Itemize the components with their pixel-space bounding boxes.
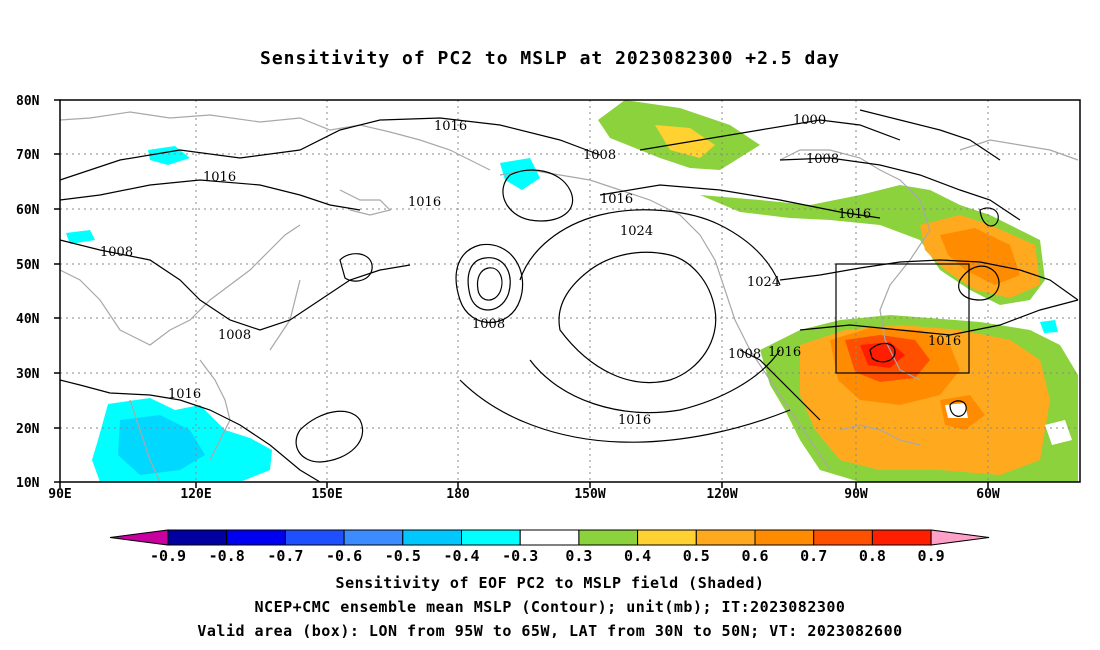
- lon-label: 120E: [180, 487, 211, 502]
- lat-label: 50N: [16, 258, 40, 273]
- colorbar-over-triangle: [930, 529, 990, 546]
- contour-label: 1008: [728, 347, 761, 362]
- colorbar-segment: [402, 529, 462, 546]
- lat-label: 60N: [16, 203, 40, 218]
- colorbar-tick-label: 0.8: [859, 547, 886, 565]
- contour-label: 1008: [100, 245, 133, 260]
- lon-label: 150E: [311, 487, 342, 502]
- colorbar-tick-label: 0.9: [918, 547, 945, 565]
- lat-label: 70N: [16, 148, 40, 163]
- shaded-sensitivity-field: [66, 100, 1078, 482]
- colorbar-tick-label: -0.5: [385, 547, 421, 565]
- valid-area-box: [835, 263, 970, 374]
- contour-label: 1008: [218, 328, 251, 343]
- colorbar-tick-label: 0.6: [741, 547, 768, 565]
- contour-label: 1008: [806, 152, 839, 167]
- coastlines: [59, 111, 1079, 483]
- colorbar-segment: [813, 529, 873, 546]
- colorbar-tick-label: -0.8: [209, 547, 245, 565]
- colorbar-tick-label: -0.3: [502, 547, 538, 565]
- contour-label: 1016: [408, 195, 441, 210]
- lon-label: 150W: [574, 487, 605, 502]
- contour-label: 1024: [620, 224, 653, 239]
- contour-label: 1016: [838, 207, 871, 222]
- footer-line-1: Sensitivity of EOF PC2 to MSLP field (Sh…: [335, 574, 765, 592]
- colorbar: -0.9 -0.8 -0.7 -0.6 -0.5 -0.4 -0.3 0.3 0.4 0.5 0.6…: [109, 529, 990, 565]
- lon-label: 120W: [706, 487, 737, 502]
- colorbar-tick-label: 0.4: [624, 547, 651, 565]
- colorbar-tick-label: 0.5: [683, 547, 710, 565]
- lat-label: 10N: [16, 476, 40, 491]
- lat-label: 20N: [16, 422, 40, 437]
- colorbar-segment: [226, 529, 286, 546]
- map-title: Sensitivity of PC2 to MSLP at 2023082300…: [259, 48, 840, 69]
- colorbar-tick-label: -0.9: [150, 547, 186, 565]
- lat-label: 30N: [16, 367, 40, 382]
- contour-label: 1016: [928, 334, 961, 349]
- lon-label: 60W: [976, 487, 1000, 502]
- colorbar-tick-label: -0.6: [326, 547, 362, 565]
- colorbar-segment: [871, 529, 932, 546]
- contour-label: 1016: [768, 345, 801, 360]
- lat-label: 40N: [16, 312, 40, 327]
- colorbar-segment: [637, 529, 697, 546]
- contour-label: 1016: [203, 170, 236, 185]
- footer-line-3: Valid area (box): LON from 95W to 65W, L…: [197, 622, 903, 640]
- colorbar-segment: [695, 529, 756, 546]
- colorbar-tick-label: 0.3: [565, 547, 592, 565]
- longitude-labels: 90E 120E 150E 180 150W 120W 90W 60W: [48, 487, 1000, 502]
- mslp-contours: [59, 109, 1079, 483]
- contour-label: 1016: [434, 119, 467, 134]
- map-frame: [59, 99, 1081, 483]
- colorbar-segment: [519, 529, 580, 546]
- grid-lines: [60, 100, 1080, 482]
- colorbar-segment: [167, 529, 228, 546]
- lon-label: 180: [446, 487, 470, 502]
- colorbar-segment: [284, 529, 345, 546]
- colorbar-segment: [578, 529, 639, 546]
- contour-label: 1016: [600, 192, 633, 207]
- contour-label: 1008: [583, 148, 616, 163]
- contour-label: 1016: [618, 413, 651, 428]
- colorbar-tick-label: -0.4: [443, 547, 479, 565]
- colorbar-segment: [343, 529, 404, 546]
- contour-label: 1008: [472, 317, 505, 332]
- colorbar-under-triangle: [109, 529, 169, 546]
- footer-line-2: NCEP+CMC ensemble mean MSLP (Contour); u…: [254, 598, 846, 616]
- contour-label: 1000: [793, 113, 826, 128]
- colorbar-tick-label: 0.7: [800, 547, 827, 565]
- contour-label: 1024: [747, 275, 780, 290]
- colorbar-segment: [754, 529, 815, 546]
- lon-label: 90W: [844, 487, 868, 502]
- tick-marks: [54, 99, 989, 488]
- latitude-labels: 80N 70N 60N 50N 40N 30N 20N 10N: [16, 94, 40, 491]
- contour-label: 1016: [168, 387, 201, 402]
- colorbar-segment: [461, 529, 521, 546]
- colorbar-tick-label: -0.7: [267, 547, 303, 565]
- lat-label: 80N: [16, 94, 40, 109]
- lon-label: 90E: [48, 487, 71, 502]
- contour-labels: 1016 1008 1016 1016 1016 1008 1016 1024 …: [100, 113, 961, 428]
